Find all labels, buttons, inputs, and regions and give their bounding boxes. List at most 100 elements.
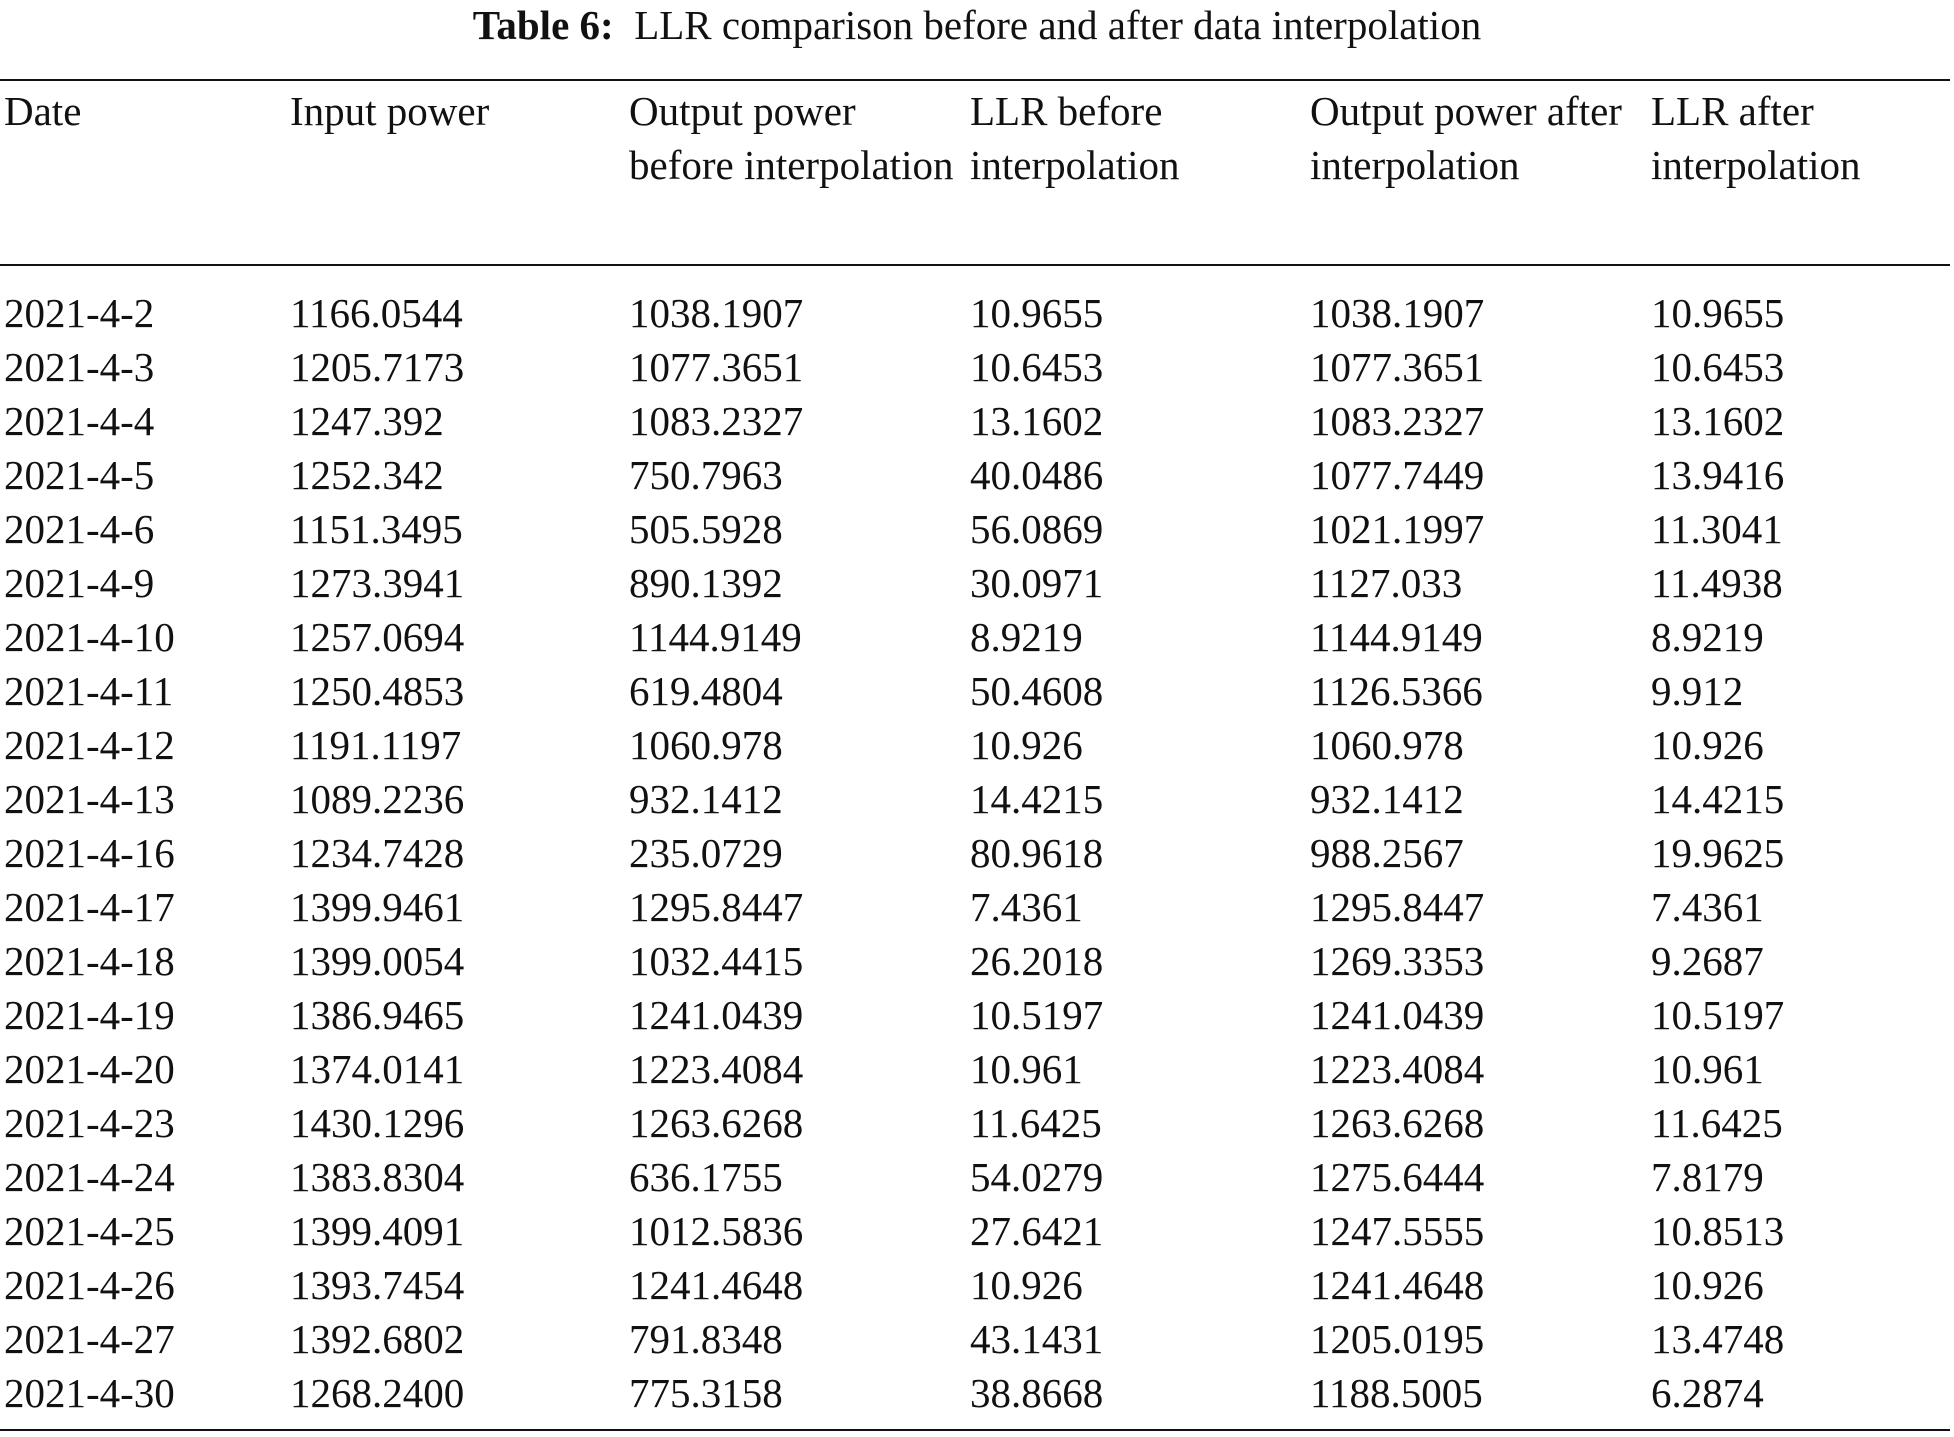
input-power-cell: 1151.3495 [290,506,463,552]
llr-before-cell: 54.0279 [970,1154,1104,1200]
output-after-cell: 1247.5555 [1310,1208,1485,1254]
output-after-cell: 1077.7449 [1310,452,1485,498]
output-before-cell: 1032.4415 [629,938,804,984]
date-cell: 2021-4-26 [4,1262,175,1308]
llr-before-cell: 8.9219 [970,614,1083,660]
input-power-cell: 1166.0544 [290,290,463,336]
input-power-cell: 1252.342 [290,452,444,498]
table-body: 2021-4-2 1166.0544 1038.1907 10.9655 1038.19… [0,266,1950,1420]
llr-after-cell: 9.2687 [1651,938,1764,984]
date-cell: 2021-4-19 [4,992,175,1038]
caption-text: LLR comparison before and after data int… [634,2,1482,48]
table-row: 2021-4-3 1205.7173 1077.3651 10.6453 1077.36… [0,340,1950,394]
output-before-cell: 1144.9149 [629,614,802,660]
col-header-input-power: Input power [290,88,490,134]
date-cell: 2021-4-4 [4,398,155,444]
table-row: 2021-4-18 1399.0054 1032.4415 26.2018 1269.3… [0,934,1950,988]
input-power-cell: 1392.6802 [290,1316,465,1362]
table-row: 2021-4-9 1273.3941 890.1392 30.0971 1127.033… [0,556,1950,610]
date-cell: 2021-4-30 [4,1370,175,1416]
output-before-cell: 791.8348 [629,1316,783,1362]
input-power-cell: 1247.392 [290,398,444,444]
llr-after-cell: 10.8513 [1651,1208,1785,1254]
output-after-cell: 1223.4084 [1310,1046,1485,1092]
llr-after-cell: 11.4938 [1651,560,1783,606]
col-header-llr-after: LLR after interpolation [1651,88,1861,188]
llr-before-cell: 38.8668 [970,1370,1104,1416]
output-before-cell: 505.5928 [629,506,783,552]
input-power-cell: 1430.1296 [290,1100,465,1146]
date-cell: 2021-4-20 [4,1046,175,1092]
table-row: 2021-4-16 1234.7428 235.0729 80.9618 988.256… [0,826,1950,880]
input-power-cell: 1205.7173 [290,344,465,390]
llr-before-cell: 11.6425 [970,1100,1102,1146]
output-after-cell: 1126.5366 [1310,668,1483,714]
llr-after-cell: 6.2874 [1651,1370,1764,1416]
table-row: 2021-4-10 1257.0694 1144.9149 8.9219 1144.91… [0,610,1950,664]
date-cell: 2021-4-24 [4,1154,175,1200]
table-row: 2021-4-25 1399.4091 1012.5836 27.6421 1247.5… [0,1204,1950,1258]
table-row: 2021-4-19 1386.9465 1241.0439 10.5197 1241.0… [0,988,1950,1042]
date-cell: 2021-4-3 [4,344,155,390]
input-power-cell: 1393.7454 [290,1262,465,1308]
llr-before-cell: 50.4608 [970,668,1104,714]
llr-table: Date Input power Output power before int… [0,84,1950,1420]
date-cell: 2021-4-13 [4,776,175,822]
input-power-cell: 1257.0694 [290,614,465,660]
table-row: 2021-4-20 1374.0141 1223.4084 10.961 1223.40… [0,1042,1950,1096]
date-cell: 2021-4-5 [4,452,155,498]
llr-before-cell: 30.0971 [970,560,1104,606]
table-row: 2021-4-13 1089.2236 932.1412 14.4215 932.141… [0,772,1950,826]
date-cell: 2021-4-6 [4,506,155,552]
output-before-cell: 1012.5836 [629,1208,804,1254]
output-after-cell: 1144.9149 [1310,614,1483,660]
output-before-cell: 1077.3651 [629,344,804,390]
llr-before-cell: 40.0486 [970,452,1104,498]
output-after-cell: 1263.6268 [1310,1100,1485,1146]
table-row: 2021-4-24 1383.8304 636.1755 54.0279 1275.64… [0,1150,1950,1204]
llr-after-cell: 11.3041 [1651,506,1783,552]
input-power-cell: 1250.4853 [290,668,465,714]
llr-before-cell: 26.2018 [970,938,1104,984]
input-power-cell: 1383.8304 [290,1154,465,1200]
llr-before-cell: 14.4215 [970,776,1104,822]
llr-after-cell: 10.5197 [1651,992,1785,1038]
llr-after-cell: 10.6453 [1651,344,1785,390]
date-cell: 2021-4-18 [4,938,175,984]
header-row: Date Input power Output power before int… [0,84,1950,266]
date-cell: 2021-4-23 [4,1100,175,1146]
table-row: 2021-4-26 1393.7454 1241.4648 10.926 1241.46… [0,1258,1950,1312]
input-power-cell: 1374.0141 [290,1046,465,1092]
llr-before-cell: 27.6421 [970,1208,1104,1254]
table-row: 2021-4-23 1430.1296 1263.6268 11.6425 1263.6… [0,1096,1950,1150]
llr-before-cell: 10.5197 [970,992,1104,1038]
output-after-cell: 1275.6444 [1310,1154,1485,1200]
header-rule [0,264,1950,266]
llr-before-cell: 13.1602 [970,398,1104,444]
output-before-cell: 1223.4084 [629,1046,804,1092]
output-before-cell: 636.1755 [629,1154,783,1200]
table-caption: Table 6: LLR comparison before and after… [0,0,1954,52]
output-before-cell: 1083.2327 [629,398,804,444]
date-cell: 2021-4-25 [4,1208,175,1254]
output-after-cell: 1021.1997 [1310,506,1485,552]
llr-after-cell: 7.4361 [1651,884,1764,930]
output-after-cell: 1083.2327 [1310,398,1485,444]
output-after-cell: 1127.033 [1310,560,1463,606]
table-row: 2021-4-11 1250.4853 619.4804 50.4608 1126.53… [0,664,1950,718]
llr-after-cell: 11.6425 [1651,1100,1783,1146]
output-after-cell: 1077.3651 [1310,344,1485,390]
date-cell: 2021-4-10 [4,614,175,660]
output-before-cell: 890.1392 [629,560,783,606]
date-cell: 2021-4-12 [4,722,175,768]
input-power-cell: 1273.3941 [290,560,465,606]
output-after-cell: 988.2567 [1310,830,1464,876]
llr-after-cell: 13.4748 [1651,1316,1785,1362]
llr-after-cell: 7.8179 [1651,1154,1764,1200]
llr-after-cell: 13.1602 [1651,398,1785,444]
table-row: 2021-4-27 1392.6802 791.8348 43.1431 1205.01… [0,1312,1950,1366]
col-header-llr-before: LLR before interpolation [970,88,1180,188]
table-row: 2021-4-30 1268.2400 775.3158 38.8668 1188.50… [0,1366,1950,1420]
date-cell: 2021-4-27 [4,1316,175,1362]
top-rule [0,79,1950,81]
